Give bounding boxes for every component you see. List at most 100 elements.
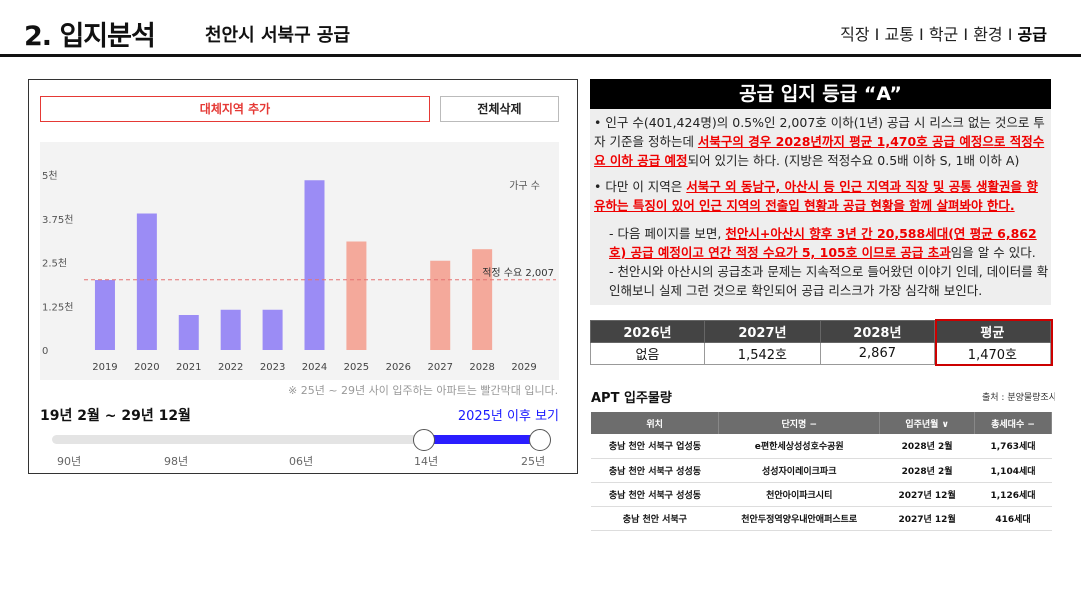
bar-2024 <box>304 180 325 350</box>
x-tick-label: 2027 <box>428 362 453 373</box>
cell-move-in-date: 2028년 2월 <box>879 434 975 459</box>
bar-2019 <box>94 280 115 350</box>
table-row: 충남 천안 서북구 성성동 천안아이파크시티 2027년 12월 1,126세대 <box>591 482 1052 507</box>
cell-move-in-date: 2027년 12월 <box>879 506 975 531</box>
cell-total-units: 416세대 <box>974 506 1052 531</box>
cell-move-in-date: 2028년 2월 <box>879 458 975 483</box>
cell-total-units: 1,763세대 <box>974 434 1052 459</box>
col-average: 평균 <box>933 320 1052 343</box>
slider-handle-start[interactable] <box>413 429 435 451</box>
add-region-button[interactable]: 대체지역 추가 <box>40 96 430 122</box>
nav-item-supply-active[interactable]: 공급 <box>1017 25 1047 44</box>
x-tick-label: 2029 <box>511 362 536 373</box>
apt-supply-table: 위치 단지명 − 입주년월 ∨ 총세대수 − 충남 천안 서북구 업성동 e편한… <box>591 412 1052 531</box>
header-divider <box>0 54 1081 57</box>
date-range-label: 19년 2월 ~ 29년 12월 <box>40 408 191 424</box>
bar-2027 <box>430 260 451 350</box>
x-tick-label: 2021 <box>176 362 201 373</box>
cell-complex-name: 천안두정역양우내안애퍼스트로 <box>718 506 880 531</box>
nav-item-environment[interactable]: 환경 <box>973 25 1003 44</box>
cell-location: 충남 천안 서북구 성성동 <box>591 482 719 507</box>
apt-source: 출처 : 분양물량조사 <box>982 393 1055 403</box>
page-title: 2. 입지분석 <box>24 21 156 52</box>
col-2026: 2026년 <box>590 320 705 343</box>
x-tick-label: 2023 <box>260 362 285 373</box>
bar-2022 <box>220 309 241 350</box>
table-row: 충남 천안 서북구 천안두정역양우내안애퍼스트로 2027년 12월 416세대 <box>591 506 1052 531</box>
nav-sep: I <box>1007 25 1013 44</box>
bar-2025 <box>346 241 367 350</box>
x-tick-label: 2019 <box>92 362 117 373</box>
cell-location: 충남 천안 서북구 업성동 <box>591 434 719 459</box>
bar-2020 <box>136 213 157 350</box>
cell-location: 충남 천안 서북구 성성동 <box>591 458 719 483</box>
x-tick-label: 2025 <box>344 362 369 373</box>
nav-sep: I <box>874 25 880 44</box>
y-tick-label: 1.25천 <box>42 301 73 313</box>
grade-paragraph-1: • 인구 수(401,424명)의 0.5%인 2,007호 이하(1년) 공급… <box>594 115 1045 168</box>
col-2027: 2027년 <box>703 320 821 343</box>
nav-sep: I <box>963 25 969 44</box>
chart-note: ※ 25년 ~ 29년 사이 입주하는 아파트는 빨간막대 입니다. <box>288 384 559 397</box>
page-subtitle: 천안시 서북구 공급 <box>205 25 351 46</box>
cell-total-units: 1,104세대 <box>974 458 1052 483</box>
reference-line-label: 적정 수요 2,007 <box>482 267 554 279</box>
supply-bar-chart: 0 1.25천 2.5천 3.75천 5천 2019 2020 2021 2022 2023 202… <box>42 170 556 373</box>
bar-2023 <box>262 309 283 350</box>
cell-complex-name: e편한세상성성호수공원 <box>718 434 880 459</box>
legend-label: 가구 수 <box>509 180 540 192</box>
year-range-selected <box>424 435 540 444</box>
table-row: 없음 1,542호 2,867 1,470호 <box>590 342 1052 365</box>
grade-body <box>590 109 1051 305</box>
supply-summary-table: 2026년 2027년 2028년 평균 없음 1,542호 2,867 1,4… <box>590 320 1052 365</box>
col-2028: 2028년 <box>819 320 935 343</box>
cell-complex-name: 성성자이레이크파크 <box>718 458 880 483</box>
cell-location: 충남 천안 서북구 <box>591 506 719 531</box>
grade-paragraph-3: - 다음 페이지를 보면, 천안시+아산시 향후 3년 간 20,588세대(연… <box>609 226 1037 260</box>
table-row: 충남 천안 서북구 성성동 성성자이레이크파크 2028년 2월 1,104세대 <box>591 458 1052 483</box>
y-tick-label: 5천 <box>42 170 58 182</box>
cell-complex-name: 천안아이파크시티 <box>718 482 880 507</box>
table-row: 충남 천안 서북구 업성동 e편한세상성성호수공원 2028년 2월 1,763… <box>591 434 1052 459</box>
slider-tick: 98년 <box>164 455 189 468</box>
slider-handle-end[interactable] <box>529 429 551 451</box>
table-header-row: 위치 단지명 − 입주년월 ∨ 총세대수 − <box>591 412 1052 434</box>
col-complex-name[interactable]: 단지명 − <box>718 412 881 434</box>
col-location[interactable]: 위치 <box>591 412 720 434</box>
average-highlight <box>935 319 1053 366</box>
grade-paragraph-4: - 천안시와 아산시의 공급초과 문제는 지속적으로 들어왔던 이야기 인데, … <box>609 264 1049 298</box>
col-total-units[interactable]: 총세대수 − <box>974 412 1052 434</box>
nav-item-school[interactable]: 학군 <box>928 25 959 44</box>
cell-2027: 1,542호 <box>703 342 821 365</box>
slider-tick: 06년 <box>289 455 314 468</box>
x-tick-label: 2020 <box>134 362 159 373</box>
apt-section-title: APT 입주물량 <box>591 391 672 406</box>
cell-move-in-date: 2027년 12월 <box>879 482 975 507</box>
view-after-2025-link[interactable]: 2025년 이후 보기 <box>457 409 559 424</box>
col-move-in-date[interactable]: 입주년월 ∨ <box>879 412 976 434</box>
topic-nav: 직장 I 교통 I 학군 I 환경 I 공급 <box>840 21 1047 45</box>
bar-2021 <box>178 315 199 350</box>
nav-sep: I <box>919 25 924 44</box>
cell-2028: 2,867 <box>819 342 935 365</box>
grade-title: 공급 입지 등급 “A” <box>590 79 1051 109</box>
x-tick-label: 2026 <box>386 362 411 373</box>
cell-total-units: 1,126세대 <box>974 482 1052 507</box>
slider-tick: 90년 <box>57 455 82 468</box>
x-tick-label: 2028 <box>469 362 494 373</box>
nav-item-work[interactable]: 직장 <box>840 25 870 44</box>
y-tick-label: 3.75천 <box>42 214 73 226</box>
bar-2028 <box>472 249 493 350</box>
y-tick-label: 2.5천 <box>42 258 67 270</box>
slider-tick: 25년 <box>521 455 546 468</box>
year-range-slider[interactable] <box>52 435 540 444</box>
y-tick-label: 0 <box>42 346 48 357</box>
cell-average: 1,470호 <box>933 342 1052 365</box>
delete-all-button[interactable]: 전체삭제 <box>440 96 559 122</box>
grade-paragraph-2: • 다만 이 지역은 서북구 외 동남구, 아산시 등 인근 지역과 직장 및 … <box>594 179 1038 213</box>
x-tick-label: 2022 <box>218 362 243 373</box>
slider-tick: 14년 <box>414 455 439 468</box>
nav-item-transport[interactable]: 교통 <box>884 25 914 44</box>
x-tick-label: 2024 <box>302 362 327 373</box>
cell-2026: 없음 <box>590 342 705 365</box>
